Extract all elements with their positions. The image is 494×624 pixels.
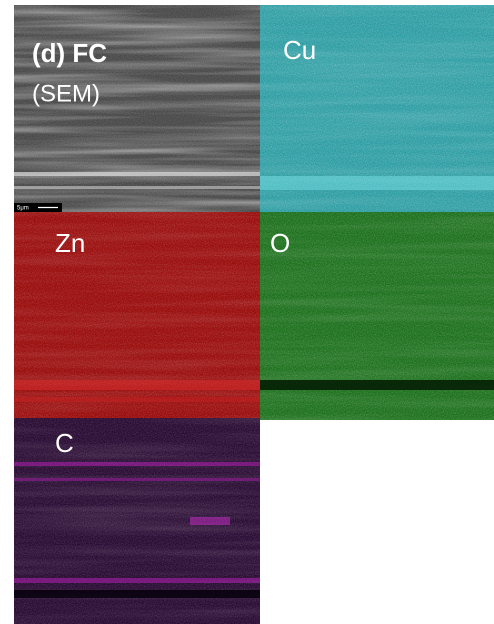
panel-sublabel: (SEM) bbox=[32, 80, 100, 107]
zn-panel: Zn bbox=[14, 212, 260, 418]
panel-label: Cu bbox=[283, 35, 316, 65]
panel-label: C bbox=[55, 428, 74, 458]
panel-label: O bbox=[270, 228, 290, 258]
sem-panel: 5μm (d) FC (SEM) bbox=[14, 5, 260, 212]
c-panel: C bbox=[14, 418, 260, 624]
scale-bar-label: 5μm bbox=[17, 206, 29, 212]
o-panel: O bbox=[260, 212, 494, 420]
figure: 5μm (d) FC (SEM) Cu Zn O C bbox=[0, 0, 494, 624]
panel-label: Zn bbox=[55, 228, 85, 258]
panel-label: (d) FC bbox=[32, 38, 107, 68]
cu-panel: Cu bbox=[260, 5, 494, 212]
